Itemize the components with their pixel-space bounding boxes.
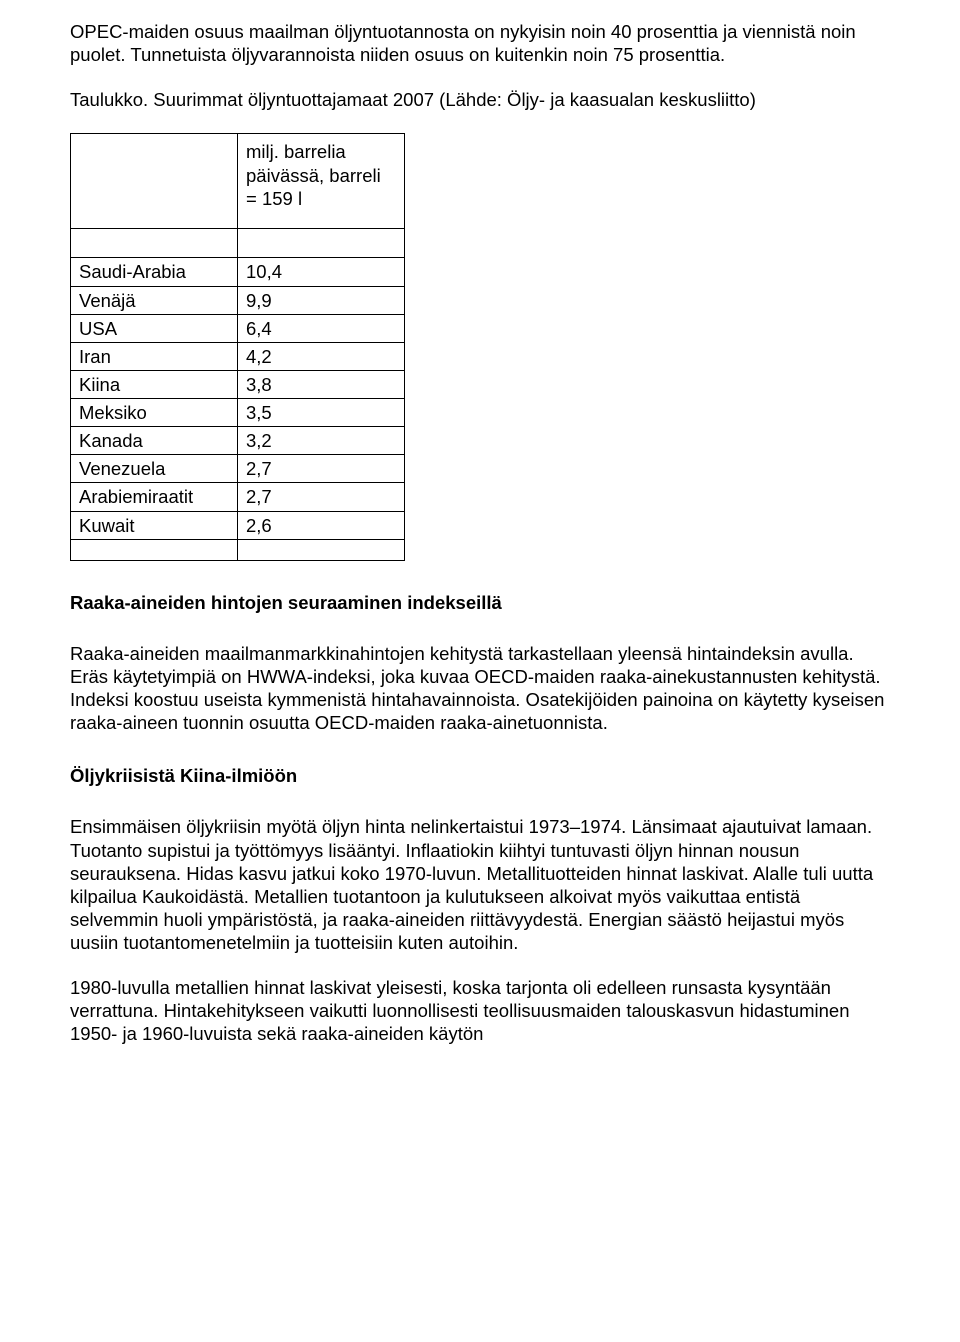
country-cell: Saudi-Arabia	[71, 258, 238, 286]
table-row: Meksiko 3,5	[71, 399, 405, 427]
table-cell	[238, 229, 405, 258]
intro-paragraph-1: OPEC-maiden osuus maailman öljyntuotanno…	[70, 20, 890, 66]
section2-p2: 1980-luvulla metallien hinnat laskivat y…	[70, 976, 890, 1045]
country-cell: Kiina	[71, 370, 238, 398]
table-spacer-row	[71, 539, 405, 560]
table-caption: Taulukko. Suurimmat öljyntuottajamaat 20…	[70, 88, 890, 111]
oil-producers-table: milj. barrelia päivässä, barreli = 159 l…	[70, 133, 405, 560]
table-header-unit: milj. barrelia päivässä, barreli = 159 l	[238, 134, 405, 229]
value-cell: 3,2	[238, 427, 405, 455]
section2-p1: Ensimmäisen öljykriisin myötä öljyn hint…	[70, 815, 890, 954]
value-cell: 2,7	[238, 455, 405, 483]
table-row: Arabiemiraatit 2,7	[71, 483, 405, 511]
country-cell: USA	[71, 314, 238, 342]
section1-body: Raaka-aineiden maailmanmarkkinahintojen …	[70, 642, 890, 735]
country-cell: Kanada	[71, 427, 238, 455]
section-heading-oilcrisis: Öljykriisistä Kiina-ilmiöön	[70, 764, 890, 787]
table-row: Saudi-Arabia 10,4	[71, 258, 405, 286]
value-cell: 6,4	[238, 314, 405, 342]
country-cell: Iran	[71, 342, 238, 370]
table-row: USA 6,4	[71, 314, 405, 342]
table-cell	[71, 229, 238, 258]
value-cell: 3,8	[238, 370, 405, 398]
table-header-blank	[71, 134, 238, 229]
country-cell: Venäjä	[71, 286, 238, 314]
country-cell: Meksiko	[71, 399, 238, 427]
value-cell: 10,4	[238, 258, 405, 286]
table-row: Kuwait 2,6	[71, 511, 405, 539]
table-cell	[238, 539, 405, 560]
value-cell: 4,2	[238, 342, 405, 370]
table-row: Kiina 3,8	[71, 370, 405, 398]
section-heading-indices: Raaka-aineiden hintojen seuraaminen inde…	[70, 591, 890, 614]
table-spacer-row	[71, 229, 405, 258]
table-header-row: milj. barrelia päivässä, barreli = 159 l	[71, 134, 405, 229]
value-cell: 2,7	[238, 483, 405, 511]
value-cell: 9,9	[238, 286, 405, 314]
table-cell	[71, 539, 238, 560]
country-cell: Kuwait	[71, 511, 238, 539]
table-row: Iran 4,2	[71, 342, 405, 370]
document-page: OPEC-maiden osuus maailman öljyntuotanno…	[0, 0, 960, 1342]
table-row: Kanada 3,2	[71, 427, 405, 455]
value-cell: 3,5	[238, 399, 405, 427]
table-row: Venäjä 9,9	[71, 286, 405, 314]
table-row: Venezuela 2,7	[71, 455, 405, 483]
country-cell: Arabiemiraatit	[71, 483, 238, 511]
value-cell: 2,6	[238, 511, 405, 539]
country-cell: Venezuela	[71, 455, 238, 483]
